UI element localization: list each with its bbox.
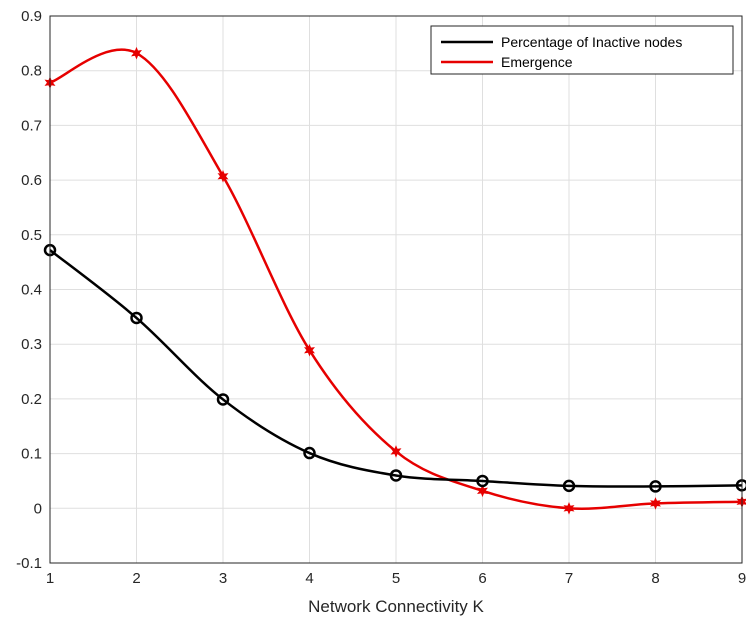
legend-label: Percentage of Inactive nodes [501,34,682,50]
y-tick-label: 0.7 [21,117,42,134]
grid-lines [49,15,743,564]
y-tick-label: -0.1 [16,555,42,572]
emergence-marker [131,46,142,60]
x-tick-label: 5 [392,570,400,587]
y-tick-label: 0.3 [21,336,42,353]
x-tick-label: 1 [46,570,54,587]
percentage-of-inactive-nodes-marker [130,311,143,325]
emergence-marker [563,501,575,515]
percentage-of-inactive-nodes-marker [649,480,662,493]
plot-frame [49,15,743,564]
x-tick-label: 3 [219,570,227,587]
legend: Percentage of Inactive nodes Emergence [430,25,734,75]
y-tick-label: 0.1 [21,446,42,463]
percentage-of-inactive-nodes-marker [303,446,316,460]
legend-box [430,25,734,75]
y-tick-label: 0.8 [21,63,42,80]
tick-labels: 1 2 3 4 5 6 7 8 9 -0.1 0 0.1 0.2 0.3 0.4 0.5 0.6 0.7 0.8 0.… [16,8,746,587]
x-tick-label: 7 [565,570,573,587]
emergence-marker [477,484,488,498]
y-tick-label: 0.5 [21,227,42,244]
emergence-line [49,48,743,510]
x-tick-label: 8 [651,570,659,587]
percentage-of-inactive-nodes-marker [476,474,489,488]
percentage-of-inactive-nodes-marker [562,479,576,493]
legend-label: Emergence [501,54,573,70]
x-tick-label: 2 [132,570,140,587]
percentage-of-inactive-nodes-marker [216,393,230,406]
y-tick-label: 0 [34,500,42,517]
emergence-marker [650,497,661,510]
y-tick-label: 0.2 [21,391,42,408]
x-axis-label: Network Connectivity K [308,597,484,616]
percentage-of-inactive-nodes-marker [389,469,403,482]
emergence-marker [304,343,315,357]
emergence-marker [217,169,229,183]
x-tick-label: 9 [738,570,746,587]
x-tick-label: 6 [478,570,486,587]
y-tick-label: 0.9 [21,8,42,25]
y-tick-label: 0.4 [21,282,42,299]
x-tick-label: 4 [305,570,313,587]
emergence-marker [390,445,402,458]
y-tick-label: 0.6 [21,172,42,189]
